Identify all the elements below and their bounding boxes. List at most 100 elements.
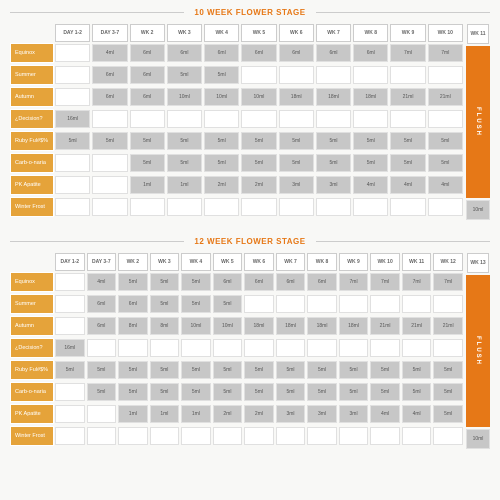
- cell: [55, 273, 85, 291]
- cell: [55, 88, 90, 106]
- cell: [316, 110, 351, 128]
- row-label: Carb-o-naria: [10, 382, 54, 402]
- cell: 5ml: [244, 383, 274, 401]
- column-header: WK 8: [307, 253, 337, 271]
- cell: [244, 427, 274, 445]
- cell: 18ml: [339, 317, 369, 335]
- cell: 5ml: [87, 383, 117, 401]
- row-label: Autumn: [10, 316, 54, 336]
- cell: 5ml: [150, 273, 180, 291]
- cell: 21ml: [402, 317, 432, 335]
- cell: [276, 427, 306, 445]
- data-row: 6ml8ml8ml10ml10ml18ml18ml18ml18ml21ml21m…: [54, 316, 464, 336]
- row-label: PK Apatite: [10, 404, 54, 424]
- cell: 6ml: [130, 66, 165, 84]
- cell: 18ml: [279, 88, 314, 106]
- row-label: Equinox: [10, 272, 54, 292]
- cell: [353, 66, 388, 84]
- cell: [339, 295, 369, 313]
- cell: 6ml: [276, 273, 306, 291]
- cell: [390, 66, 425, 84]
- cell: 5ml: [55, 132, 90, 150]
- cell: 5ml: [402, 361, 432, 379]
- cell: 3ml: [339, 405, 369, 423]
- cell: [370, 427, 400, 445]
- cell: 6ml: [316, 44, 351, 62]
- cell: 5ml: [279, 154, 314, 172]
- cell: 18ml: [353, 88, 388, 106]
- column-header: WK 3: [167, 24, 202, 42]
- data-row: 6ml6ml5ml5ml5ml: [54, 294, 464, 314]
- cell: 10ml: [466, 200, 490, 220]
- cell: 5ml: [204, 154, 239, 172]
- cell: 5ml: [353, 154, 388, 172]
- row-label: Ruby Ful#$%: [10, 360, 54, 380]
- cell: [55, 44, 90, 62]
- cell: [241, 66, 276, 84]
- cell: 6ml: [118, 295, 148, 313]
- cell: 5ml: [150, 383, 180, 401]
- cell: [307, 427, 337, 445]
- cell: [433, 295, 463, 313]
- cell: [353, 198, 388, 216]
- row-label: ¿Decision?: [10, 338, 54, 358]
- cell: 5ml: [204, 66, 239, 84]
- row-label: PK Apatite: [10, 175, 54, 195]
- cell: 5ml: [307, 383, 337, 401]
- row-label: Autumn: [10, 87, 54, 107]
- cell: [390, 198, 425, 216]
- cell: 5ml: [181, 383, 211, 401]
- cell: 5ml: [118, 273, 148, 291]
- cell: [307, 295, 337, 313]
- cell: 21ml: [428, 88, 463, 106]
- column-header: WK 13: [467, 253, 489, 273]
- cell: 10ml: [181, 317, 211, 335]
- cell: [370, 295, 400, 313]
- schedule-title: 12 WEEK FLOWER STAGE: [184, 237, 315, 246]
- cell: [276, 339, 306, 357]
- column-header: WK 8: [353, 24, 388, 42]
- cell: [55, 383, 85, 401]
- cell: 5ml: [204, 132, 239, 150]
- cell: 10ml: [241, 88, 276, 106]
- cell: 5ml: [307, 361, 337, 379]
- cell: 6ml: [92, 88, 127, 106]
- main-grid: DAY 1-2DAY 3-7WK 2WK 3WK 4WK 5WK 6WK 7WK…: [54, 252, 464, 450]
- cell: 5ml: [167, 66, 202, 84]
- last-column: WK 11FLUSH10ml: [466, 23, 490, 221]
- cell: 8ml: [150, 317, 180, 335]
- flush-label: FLUSH: [475, 336, 481, 366]
- column-header: WK 6: [279, 24, 314, 42]
- cell: 5ml: [433, 405, 463, 423]
- row-label: ¿Decision?: [10, 109, 54, 129]
- cell: [55, 427, 85, 445]
- cell: [118, 339, 148, 357]
- data-rows: 4ml5ml5ml5ml6ml6ml6ml6ml7ml7ml7ml7ml6ml6…: [54, 272, 464, 448]
- cell: 16ml: [55, 110, 90, 128]
- cell: [433, 339, 463, 357]
- cell: [370, 339, 400, 357]
- cell: [55, 317, 85, 335]
- cell: 1ml: [118, 405, 148, 423]
- cell: 4ml: [92, 44, 127, 62]
- cell: 3ml: [307, 405, 337, 423]
- cell: 5ml: [428, 154, 463, 172]
- column-header: DAY 3-7: [87, 253, 117, 271]
- cell: 6ml: [130, 44, 165, 62]
- cell: [339, 427, 369, 445]
- cell: 5ml: [428, 132, 463, 150]
- cell: 6ml: [244, 273, 274, 291]
- cell: 6ml: [87, 317, 117, 335]
- row-label: Ruby Ful#$%: [10, 131, 54, 151]
- data-row: 6ml6ml10ml10ml10ml18ml18ml18ml21ml21ml: [54, 87, 464, 107]
- cell: 5ml: [276, 383, 306, 401]
- cell: [279, 198, 314, 216]
- row-label: Carb-o-naria: [10, 153, 54, 173]
- cell: [118, 427, 148, 445]
- data-row: 4ml6ml6ml6ml6ml6ml6ml6ml7ml7ml: [54, 43, 464, 63]
- cell: 6ml: [353, 44, 388, 62]
- cell: 6ml: [213, 273, 243, 291]
- column-header: WK 7: [276, 253, 306, 271]
- column-header: WK 9: [390, 24, 425, 42]
- cell: [181, 339, 211, 357]
